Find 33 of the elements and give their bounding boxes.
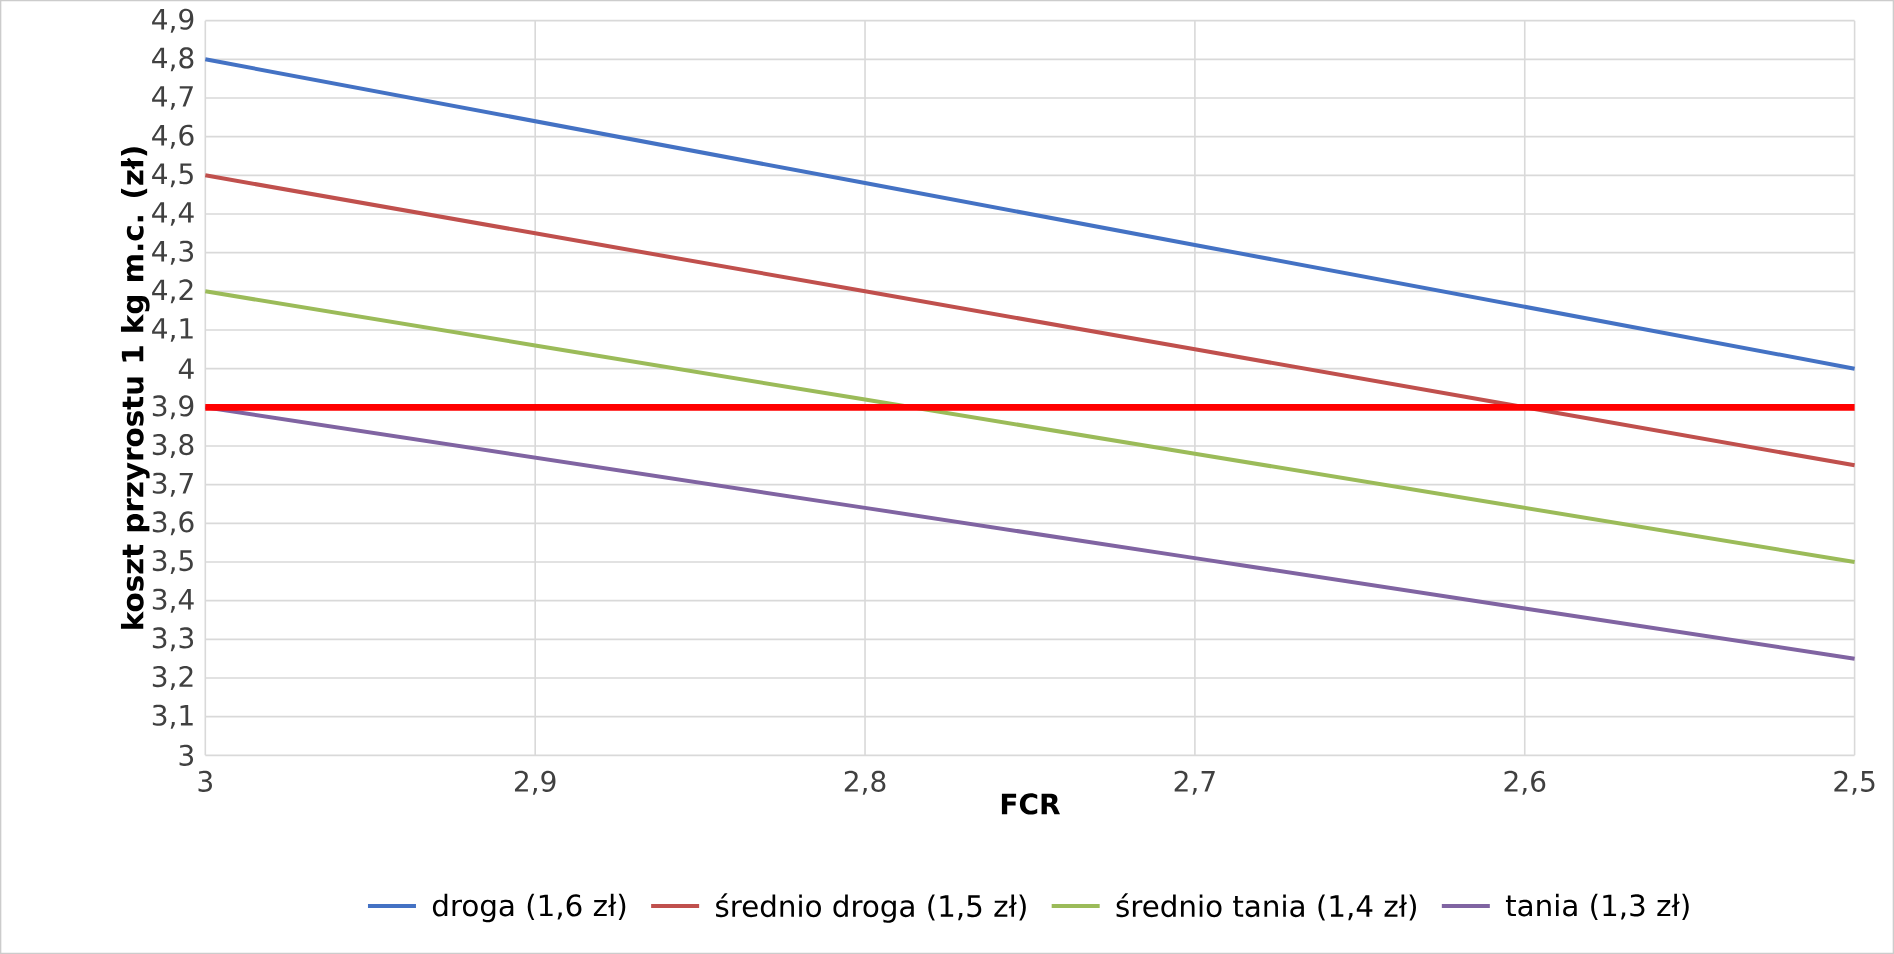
legend-label: średnio tania (1,4 zł) bbox=[1116, 893, 1416, 921]
legend-label: średnio droga (1,5 zł) bbox=[716, 893, 1026, 923]
x-tick-label: 3 bbox=[198, 770, 212, 792]
y-tick-label: 3,8 bbox=[152, 433, 194, 459]
legend-label: tania (1,3 zł) bbox=[1505, 893, 1689, 920]
y-tick-label: 4,6 bbox=[152, 124, 194, 149]
x-tick-label: 2,6 bbox=[1504, 770, 1546, 795]
x-tick-label: 2,7 bbox=[1174, 770, 1215, 795]
x-tick-label: 2,8 bbox=[844, 770, 886, 795]
y-tick-label: 4,3 bbox=[152, 240, 194, 265]
y-tick-label: 3,2 bbox=[152, 665, 193, 691]
y-tick-label: 4,2 bbox=[152, 279, 193, 304]
x-tick-label: 2,9 bbox=[514, 770, 556, 795]
line-series bbox=[203, 173, 1857, 468]
y-tick-label: 4,8 bbox=[152, 47, 194, 72]
y-tick-label: 3,6 bbox=[152, 511, 194, 536]
y-tick-label: 3 bbox=[179, 744, 194, 766]
y-tick-label: 4,1 bbox=[152, 318, 193, 342]
y-tick-label: 4 bbox=[178, 358, 194, 379]
x-axis-title: FCR bbox=[1001, 793, 1061, 815]
y-tick-label: 4,9 bbox=[152, 8, 194, 33]
y-tick-label: 4,5 bbox=[152, 163, 193, 188]
y-tick-label: 4,7 bbox=[152, 86, 193, 110]
y-tick-label: 3,3 bbox=[152, 627, 194, 652]
x-tick-label: 2,5 bbox=[1834, 770, 1875, 795]
y-tick-label: 3,9 bbox=[152, 395, 194, 420]
y-tick-label: 3,1 bbox=[152, 704, 193, 729]
legend-label: droga (1,6 zł) bbox=[432, 893, 626, 923]
y-tick-label: 3,7 bbox=[152, 472, 193, 497]
y-tick-label: 3,5 bbox=[152, 549, 193, 575]
y-axis-title: koszt przyrostu 1 kg m.c. (zł) bbox=[120, 147, 150, 629]
y-tick-label: 4,4 bbox=[152, 202, 194, 226]
y-tick-label: 3,4 bbox=[152, 588, 194, 613]
